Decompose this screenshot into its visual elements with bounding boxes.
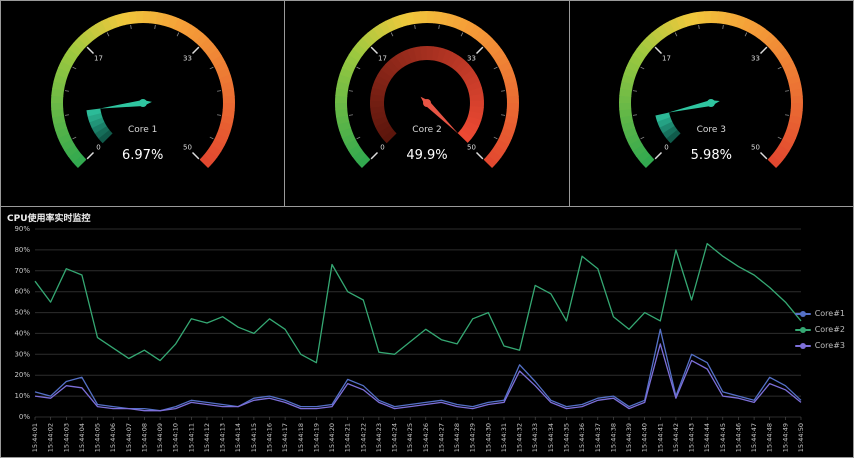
- gauge-title-core2: Core 2: [412, 125, 442, 135]
- svg-text:15:44:10: 15:44:10: [172, 423, 180, 452]
- svg-text:15:44:48: 15:44:48: [766, 423, 774, 452]
- svg-text:15:44:26: 15:44:26: [422, 423, 430, 452]
- svg-text:15:44:13: 15:44:13: [219, 423, 227, 452]
- svg-text:15:44:42: 15:44:42: [672, 423, 680, 452]
- svg-text:15:44:03: 15:44:03: [62, 423, 70, 452]
- svg-text:15:44:44: 15:44:44: [703, 423, 711, 452]
- legend-item-core1[interactable]: Core#1: [794, 309, 845, 318]
- gauge-value-core1: 6.97%: [122, 148, 164, 163]
- gauge-row: 0 17 33 50 Core 1 6.97% 0 17 33 50 Core 2 49.9…: [1, 1, 853, 206]
- gauge-panel-core1: 0 17 33 50 Core 1 6.97%: [1, 1, 285, 206]
- svg-text:15:44:35: 15:44:35: [563, 423, 571, 452]
- svg-text:15:44:47: 15:44:47: [750, 423, 758, 452]
- legend-label-core3: Core#3: [814, 341, 845, 350]
- svg-text:15:44:02: 15:44:02: [47, 423, 55, 452]
- svg-text:15:44:49: 15:44:49: [781, 423, 789, 452]
- line-marker-icon: [794, 310, 811, 318]
- svg-text:15:44:22: 15:44:22: [359, 423, 367, 452]
- svg-text:15:44:08: 15:44:08: [140, 423, 148, 452]
- gauge-title-core1: Core 1: [127, 125, 158, 135]
- svg-text:0%: 0%: [19, 413, 30, 421]
- svg-text:15:44:23: 15:44:23: [375, 423, 383, 452]
- svg-text:15:44:30: 15:44:30: [484, 423, 492, 452]
- gauge-chart-core1: 0 17 33 50: [50, 10, 235, 169]
- svg-text:0: 0: [96, 144, 100, 152]
- svg-text:15:44:46: 15:44:46: [735, 423, 743, 452]
- svg-text:17: 17: [662, 55, 671, 63]
- svg-text:15:44:19: 15:44:19: [312, 423, 320, 452]
- svg-text:15:44:29: 15:44:29: [469, 423, 477, 452]
- line-marker-icon: [794, 326, 811, 334]
- svg-text:0: 0: [665, 144, 669, 152]
- svg-text:30%: 30%: [14, 350, 30, 358]
- svg-text:15:44:50: 15:44:50: [797, 423, 805, 452]
- svg-text:15:44:25: 15:44:25: [406, 423, 414, 452]
- svg-text:15:44:43: 15:44:43: [688, 423, 696, 452]
- svg-text:15:44:15: 15:44:15: [250, 423, 258, 452]
- svg-text:15:44:16: 15:44:16: [266, 423, 274, 452]
- svg-text:80%: 80%: [14, 246, 30, 254]
- svg-text:15:44:04: 15:44:04: [78, 423, 86, 452]
- svg-text:15:44:31: 15:44:31: [500, 423, 508, 452]
- svg-text:15:44:28: 15:44:28: [453, 423, 461, 452]
- svg-text:50: 50: [467, 144, 476, 152]
- svg-text:20%: 20%: [14, 371, 30, 379]
- svg-text:15:44:17: 15:44:17: [281, 423, 289, 452]
- svg-text:15:44:06: 15:44:06: [109, 423, 117, 452]
- svg-text:15:44:01: 15:44:01: [31, 423, 39, 452]
- gauge-panel-core3: 0 17 33 50 Core 3 5.98%: [569, 1, 853, 206]
- svg-text:17: 17: [94, 55, 103, 63]
- svg-text:15:44:21: 15:44:21: [344, 423, 352, 452]
- svg-text:15:44:40: 15:44:40: [641, 423, 649, 452]
- svg-text:15:44:38: 15:44:38: [609, 423, 617, 452]
- svg-text:40%: 40%: [14, 329, 30, 337]
- chart-title: CPU使用率实时监控: [7, 214, 91, 224]
- svg-text:15:44:05: 15:44:05: [94, 423, 102, 452]
- svg-text:0: 0: [380, 144, 384, 152]
- gauge-value-core2: 49.9%: [406, 148, 448, 163]
- svg-text:10%: 10%: [14, 392, 30, 400]
- svg-text:15:44:41: 15:44:41: [656, 423, 664, 452]
- svg-text:15:44:18: 15:44:18: [297, 423, 305, 452]
- svg-text:15:44:45: 15:44:45: [719, 423, 727, 452]
- svg-text:70%: 70%: [14, 267, 30, 275]
- line-marker-icon: [794, 342, 811, 350]
- svg-text:15:44:36: 15:44:36: [578, 423, 586, 452]
- gauge-value-core3: 5.98%: [690, 148, 732, 163]
- svg-text:15:44:34: 15:44:34: [547, 423, 555, 452]
- legend-item-core3[interactable]: Core#3: [794, 341, 845, 350]
- svg-text:50: 50: [183, 144, 192, 152]
- svg-text:90%: 90%: [14, 225, 30, 233]
- legend-label-core2: Core#2: [814, 325, 845, 334]
- gauge-panel-core2: 0 17 33 50 Core 2 49.9%: [285, 1, 569, 206]
- chart-legend: Core#1 Core#2 Core#3: [794, 309, 845, 350]
- svg-text:17: 17: [378, 55, 387, 63]
- gauge-chart-core2: 0 17 33 50: [334, 10, 519, 169]
- svg-text:15:44:39: 15:44:39: [625, 423, 633, 452]
- svg-text:33: 33: [183, 55, 192, 63]
- svg-text:50: 50: [751, 144, 760, 152]
- gauge-title-core3: Core 3: [696, 125, 727, 135]
- cpu-usage-line-chart: 0% 10% 20% 30% 40% 50% 60% 70% 80% 90% 15:44:01 15:…: [14, 225, 805, 452]
- svg-text:15:44:11: 15:44:11: [187, 423, 195, 452]
- svg-text:60%: 60%: [14, 288, 30, 296]
- svg-text:15:44:20: 15:44:20: [328, 423, 336, 452]
- cpu-usage-line-panel: CPU使用率实时监控 0% 10% 20% 30% 40% 50% 60% 70% 80% 90%…: [1, 207, 853, 457]
- svg-text:33: 33: [751, 55, 760, 63]
- svg-text:15:44:27: 15:44:27: [437, 423, 445, 452]
- svg-text:15:44:24: 15:44:24: [391, 423, 399, 452]
- svg-text:33: 33: [467, 55, 476, 63]
- svg-text:15:44:14: 15:44:14: [234, 423, 242, 452]
- svg-text:15:44:12: 15:44:12: [203, 423, 211, 452]
- svg-text:15:44:32: 15:44:32: [516, 423, 524, 452]
- svg-text:15:44:09: 15:44:09: [156, 423, 164, 452]
- gauge-chart-core3: 0 17 33 50: [619, 10, 804, 169]
- svg-text:15:44:37: 15:44:37: [594, 423, 602, 452]
- svg-text:50%: 50%: [14, 309, 30, 317]
- svg-text:15:44:07: 15:44:07: [125, 423, 133, 452]
- legend-label-core1: Core#1: [814, 309, 845, 318]
- legend-item-core2[interactable]: Core#2: [794, 325, 845, 334]
- svg-text:15:44:33: 15:44:33: [531, 423, 539, 452]
